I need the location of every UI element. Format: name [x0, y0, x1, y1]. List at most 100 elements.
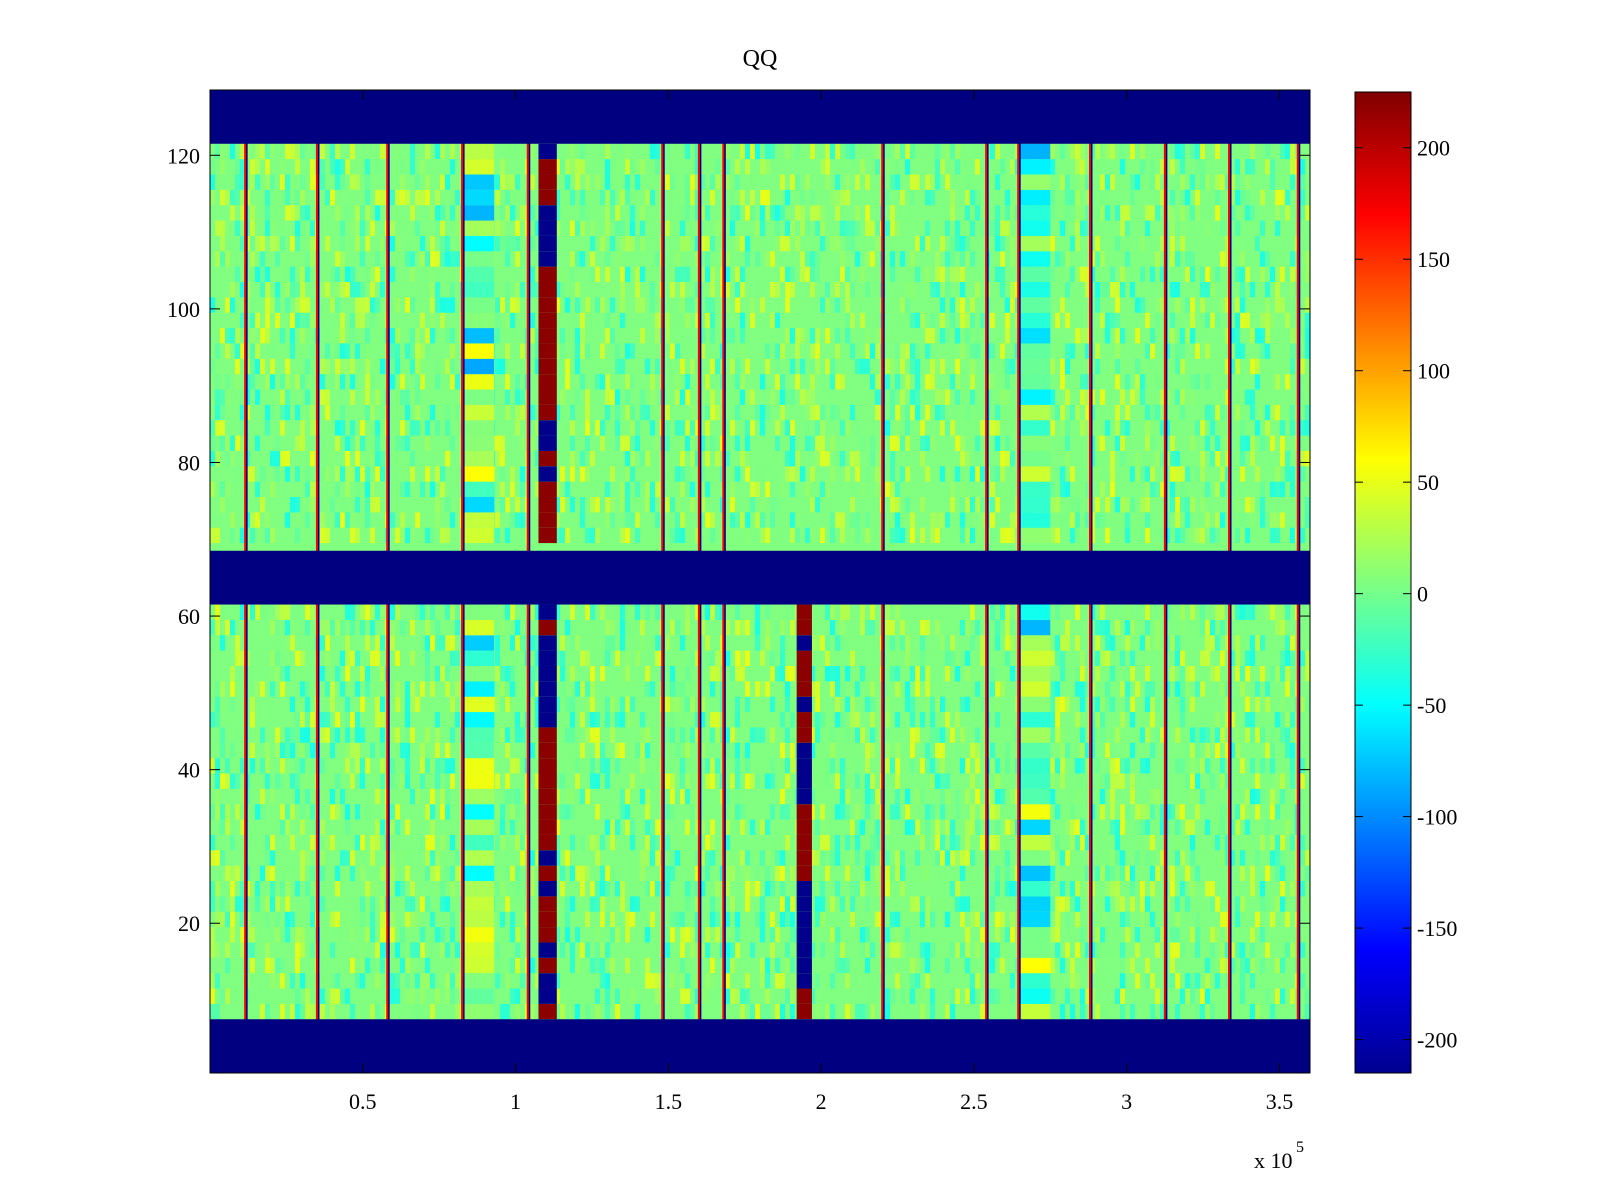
- heatmap-cell: [755, 466, 760, 482]
- heatmap-cell: [1255, 773, 1260, 789]
- heatmap-cell: [1170, 865, 1175, 882]
- heatmap-cell: [505, 389, 510, 405]
- heatmap-cell: [255, 389, 260, 405]
- heatmap-cell: [1250, 635, 1255, 651]
- heatmap-cell: [865, 466, 870, 482]
- heatmap-cell: [1050, 497, 1055, 513]
- heatmap-cell: [455, 865, 460, 882]
- heatmap-cell: [360, 159, 365, 175]
- heatmap-cell: [850, 712, 855, 728]
- heatmap-cell: [230, 435, 235, 451]
- heatmap-cell: [450, 159, 455, 175]
- heatmap-cell: [900, 466, 905, 482]
- heatmap-cell: [810, 389, 815, 405]
- heatmap-cell: [930, 727, 935, 743]
- heatmap-cell: [715, 450, 720, 467]
- heatmap-cell: [795, 205, 800, 221]
- heatmap-cell: [775, 235, 780, 252]
- heatmap-cell: [215, 251, 220, 267]
- heatmap-cell: [1165, 450, 1170, 467]
- heatmap-cell: [605, 312, 610, 329]
- heatmap-cell: [275, 312, 280, 329]
- heatmap-cell: [225, 481, 230, 498]
- heatmap-cell: [570, 604, 575, 620]
- heatmap-cell: [285, 512, 290, 528]
- heatmap-cell: [975, 819, 980, 835]
- heatmap-cell: [360, 251, 365, 267]
- heatmap-cell: [1185, 512, 1190, 528]
- heatmap-cell: [210, 220, 215, 236]
- heatmap-cell: [920, 527, 925, 544]
- heatmap-cell: [1145, 635, 1150, 651]
- heatmap-cell: [685, 389, 690, 405]
- heatmap-cell: [1180, 681, 1185, 697]
- heatmap-cell: [290, 635, 295, 651]
- heatmap-cell: [725, 435, 730, 451]
- heatmap-cell: [275, 773, 280, 789]
- heatmap-cell: [655, 850, 660, 866]
- heatmap-cell: [1145, 804, 1150, 820]
- heatmap-cell: [280, 328, 285, 344]
- heatmap-cell: [840, 635, 845, 651]
- heatmap-cell: [1115, 343, 1120, 359]
- heatmap-cell: [830, 973, 835, 989]
- heatmap-cell: [250, 512, 255, 528]
- heatmap-cell: [560, 942, 565, 958]
- heatmap-cell: [250, 174, 255, 190]
- heatmap-cell: [1200, 604, 1205, 620]
- heatmap-cell: [935, 819, 940, 835]
- heatmap-cell: [665, 174, 670, 190]
- heatmap-cell: [505, 973, 510, 989]
- heatmap-cell: [1175, 758, 1180, 774]
- heatmap-cell: [1000, 1003, 1005, 1020]
- heatmap-cell: [365, 512, 370, 528]
- heatmap-cell: [1170, 281, 1175, 298]
- heatmap-cell: [760, 727, 765, 743]
- heatmap-cell: [1000, 159, 1005, 175]
- heatmap-cell: [815, 251, 820, 267]
- heatmap-cell: [675, 742, 680, 759]
- heatmap-cell: [1125, 374, 1130, 390]
- heatmap-cell: [740, 650, 745, 666]
- heatmap-cell: [1065, 189, 1070, 206]
- heatmap-cell: [515, 512, 520, 528]
- heatmap-cell: [885, 819, 890, 835]
- heatmap-cell: [910, 389, 915, 405]
- heatmap-cell: [1135, 328, 1140, 344]
- heatmap-cell: [1180, 696, 1185, 713]
- heatmap-cell: [970, 696, 975, 713]
- heatmap-cell: [770, 773, 775, 789]
- heatmap-cell: [740, 712, 745, 728]
- heatmap-cell: [215, 881, 220, 897]
- heatmap-cell: [990, 635, 995, 651]
- heatmap-cell: [575, 681, 580, 697]
- heatmap-cell: [1210, 527, 1215, 544]
- heatmap-cell: [220, 159, 225, 175]
- heatmap-cell: [925, 865, 930, 882]
- heatmap-cell: [675, 696, 680, 713]
- heatmap-cell: [580, 251, 585, 267]
- heatmap-cell: [295, 773, 300, 789]
- heatmap-cell: [990, 834, 995, 851]
- heatmap-cell: [230, 527, 235, 544]
- heatmap-cell: [800, 266, 805, 282]
- heatmap-cell: [790, 358, 795, 375]
- heatmap-cell: [1125, 604, 1130, 620]
- heatmap-cell: [700, 435, 705, 451]
- heatmap-cell: [610, 635, 615, 651]
- heatmap-cell: [825, 635, 830, 651]
- heatmap-cell: [1010, 297, 1015, 313]
- heatmap-cell: [265, 189, 270, 206]
- heatmap-cell: [625, 404, 630, 421]
- heatmap-cell: [455, 220, 460, 236]
- heatmap-cell: [420, 942, 425, 958]
- heatmap-cell: [1060, 481, 1065, 498]
- heatmap-cell: [765, 819, 770, 835]
- heatmap-cell: [215, 788, 220, 805]
- heatmap-cell: [630, 404, 635, 421]
- heatmap-cell: [215, 404, 220, 421]
- heatmap-cell: [815, 266, 820, 282]
- heatmap-cell: [420, 358, 425, 375]
- heatmap-cell: [1005, 881, 1010, 897]
- heatmap-cell: [1210, 619, 1215, 636]
